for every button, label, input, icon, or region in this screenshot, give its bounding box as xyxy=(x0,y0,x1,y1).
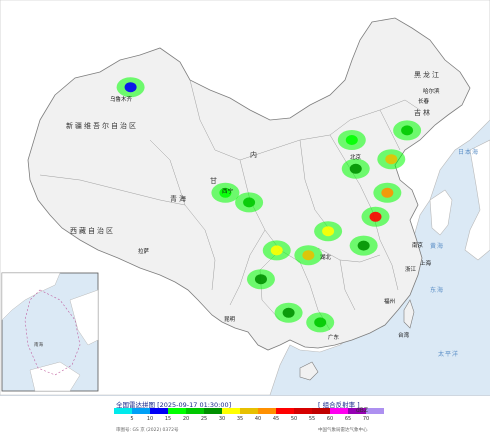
radar-echo-core xyxy=(254,274,267,285)
radar-echo-core xyxy=(381,187,394,198)
label-taiwan: 台湾 xyxy=(398,333,410,339)
label-neimeng: 内 xyxy=(250,151,259,159)
legend-swatch xyxy=(222,408,240,414)
south-china-sea-inset xyxy=(1,272,99,392)
radar-echo-core xyxy=(369,211,382,222)
legend-product: [ 组合反射率 ] xyxy=(318,401,360,409)
label-east-sea: 东海 xyxy=(430,287,445,294)
label-xinjiang: 新疆维吾尔自治区 xyxy=(66,122,138,130)
legend-color-bar xyxy=(114,408,384,414)
label-changchun: 长春 xyxy=(418,99,430,105)
legend-swatch xyxy=(366,408,384,414)
radar-map: 新疆维吾尔自治区 西藏自治区 青海 黑龙江 吉林 内 甘 乌鲁木齐 哈尔滨 长春… xyxy=(0,0,490,395)
label-jilin: 吉林 xyxy=(414,109,432,117)
label-kunming: 昆明 xyxy=(224,317,236,323)
legend-swatch xyxy=(258,408,276,414)
legend-title: 全国雷达拼图 [2025-09-17 01:30:00] xyxy=(116,401,232,409)
legend-tick: 60 xyxy=(326,416,334,422)
radar-echo-core xyxy=(243,197,256,208)
korea-land xyxy=(429,189,453,236)
hainan-island xyxy=(299,361,319,381)
legend-swatch xyxy=(204,408,222,414)
china-land xyxy=(27,17,471,351)
radar-echo-core xyxy=(401,125,414,136)
legend-swatch xyxy=(312,408,330,414)
legend-tick: 40 xyxy=(254,416,262,422)
legend-swatch xyxy=(114,408,132,414)
legend-panel: 全国雷达拼图 [2025-09-17 01:30:00] [ 组合反射率 ] 5… xyxy=(0,395,490,440)
japan-land xyxy=(464,139,490,261)
legend-swatch xyxy=(186,408,204,414)
legend-unit: dBZ xyxy=(356,407,369,414)
legend-tick: 70 xyxy=(362,416,370,422)
legend-swatch xyxy=(150,408,168,414)
label-gansu: 甘 xyxy=(210,177,219,185)
label-japan-sea: 日本海 xyxy=(458,149,480,156)
radar-echo-core xyxy=(302,250,315,261)
label-wulumuqi: 乌鲁木齐 xyxy=(110,97,133,103)
label-pacific: 太平洋 xyxy=(438,351,460,358)
legend-review-number: 审图号: GS 京 (2022) 0372号 xyxy=(116,428,179,433)
label-zhejiang: 浙江 xyxy=(405,267,417,273)
legend-tick: 30 xyxy=(218,416,226,422)
label-fuzhou: 福州 xyxy=(384,299,396,305)
legend-ticks: 5 10 15 20 25 30 35 40 45 50 55 60 65 70 xyxy=(114,416,384,424)
legend-swatch xyxy=(132,408,150,414)
radar-echo-core xyxy=(345,135,358,145)
legend-tick: 20 xyxy=(182,416,190,422)
legend-swatch xyxy=(240,408,258,414)
legend-tick: 50 xyxy=(290,416,298,422)
radar-echo-layer xyxy=(116,77,422,333)
legend-swatch xyxy=(348,408,366,414)
label-hubei: 湖北 xyxy=(320,255,332,261)
radar-echo-core xyxy=(282,307,295,318)
radar-echo-core xyxy=(322,226,335,237)
label-nanjing: 南京 xyxy=(412,243,424,249)
radar-echo-core xyxy=(349,163,362,174)
legend-tick: 55 xyxy=(308,416,316,422)
label-nanhai: 南海 xyxy=(34,343,43,348)
legend-producer: 中国气象局雷达气象中心 xyxy=(318,428,368,433)
taiwan-island xyxy=(403,299,415,329)
legend-tick: 10 xyxy=(146,416,154,422)
label-xining: 西宁 xyxy=(222,189,234,195)
label-heilongjiang: 黑龙江 xyxy=(414,71,441,79)
label-guangdong: 广东 xyxy=(328,335,340,341)
radar-echo-core xyxy=(385,154,398,165)
legend-tick: 5 xyxy=(130,416,134,422)
radar-echo-core xyxy=(270,245,283,256)
label-xizang: 西藏自治区 xyxy=(70,227,115,235)
label-beijing: 北京 xyxy=(350,155,362,161)
label-qinghai: 青海 xyxy=(170,195,188,203)
legend-tick: 65 xyxy=(344,416,352,422)
label-haerbin: 哈尔滨 xyxy=(423,89,440,95)
legend-tick: 15 xyxy=(164,416,172,422)
legend-swatch xyxy=(168,408,186,414)
legend-tick: 35 xyxy=(236,416,244,422)
legend-tick: 25 xyxy=(200,416,208,422)
label-lasa: 拉萨 xyxy=(138,249,150,255)
legend-swatch xyxy=(276,408,294,414)
legend-swatch xyxy=(330,408,348,414)
legend-swatch xyxy=(294,408,312,414)
radar-echo-core xyxy=(314,317,327,328)
map-canvas xyxy=(0,0,490,395)
legend-tick: 45 xyxy=(272,416,280,422)
label-yellow-sea: 黄海 xyxy=(430,243,445,250)
radar-echo-core xyxy=(124,82,137,93)
label-shanghai: 上海 xyxy=(420,261,432,267)
radar-echo-core xyxy=(219,187,232,198)
radar-echo-core xyxy=(357,240,370,251)
